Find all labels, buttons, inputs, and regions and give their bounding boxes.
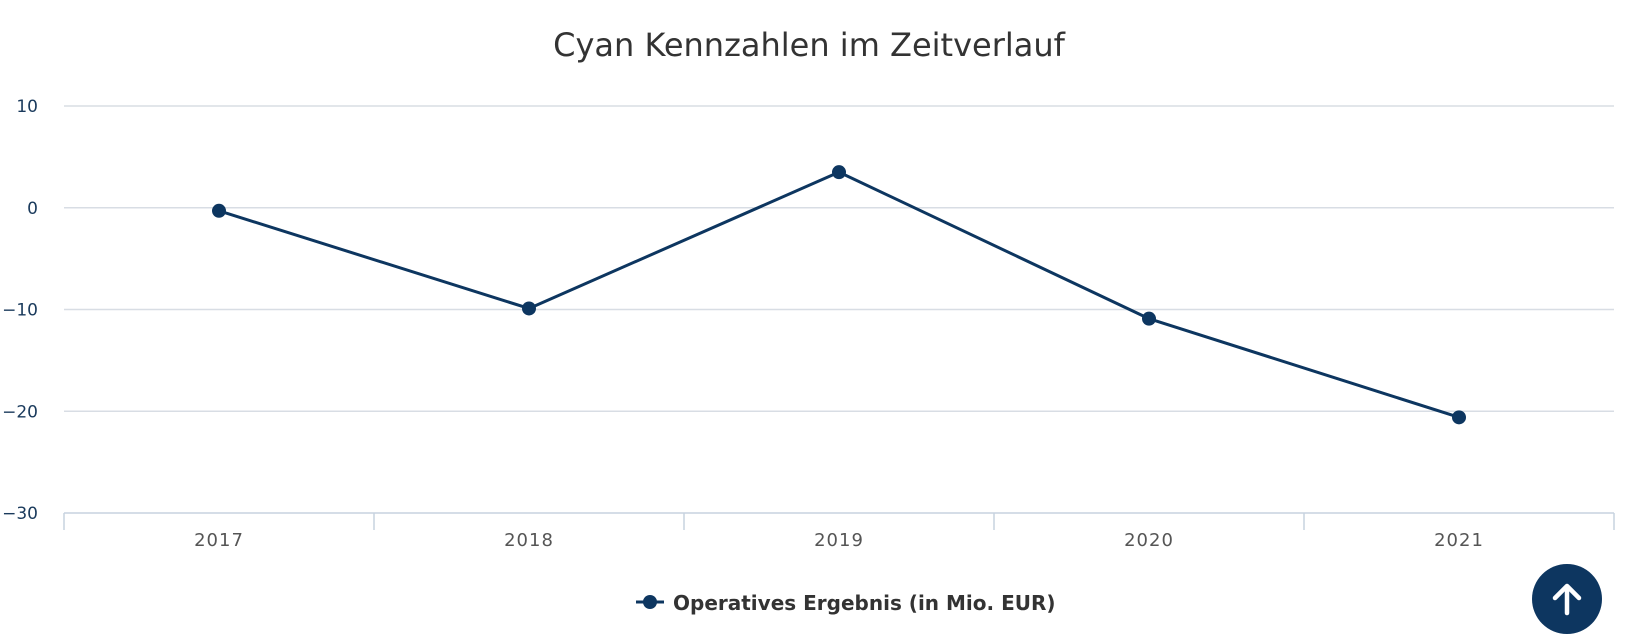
chart-title: Cyan Kennzahlen im Zeitverlauf bbox=[553, 26, 1066, 64]
x-tick-label: 2017 bbox=[194, 530, 244, 551]
x-axis: 2017 2018 2019 2020 2021 bbox=[63, 512, 1615, 551]
x-tick-label: 2020 bbox=[1124, 530, 1174, 551]
x-tick-label: 2019 bbox=[814, 530, 864, 551]
y-axis-tick-labels: 10 0 −10 −20 −30 bbox=[2, 97, 38, 524]
data-point[interactable] bbox=[1452, 410, 1466, 425]
series bbox=[212, 165, 1466, 425]
y-tick-label: −20 bbox=[2, 402, 38, 422]
y-tick-label: 10 bbox=[16, 97, 38, 117]
scroll-to-top-button[interactable] bbox=[1532, 564, 1602, 634]
data-point[interactable] bbox=[1142, 311, 1156, 326]
data-point[interactable] bbox=[522, 301, 536, 316]
data-point[interactable] bbox=[212, 203, 226, 218]
data-point[interactable] bbox=[832, 165, 846, 180]
y-tick-label: −10 bbox=[2, 301, 38, 321]
series-line bbox=[218, 170, 1460, 419]
legend-marker bbox=[643, 595, 657, 609]
x-tick-label: 2018 bbox=[504, 530, 554, 551]
y-tick-label: 0 bbox=[27, 199, 38, 219]
arrow-up-icon bbox=[1552, 583, 1582, 616]
y-tick-label: −30 bbox=[2, 504, 38, 524]
x-tick-label: 2021 bbox=[1434, 530, 1484, 551]
grid-lines bbox=[64, 105, 1614, 412]
legend-label[interactable]: Operatives Ergebnis (in Mio. EUR) bbox=[673, 591, 1056, 615]
legend[interactable]: Operatives Ergebnis (in Mio. EUR) bbox=[636, 591, 1056, 615]
